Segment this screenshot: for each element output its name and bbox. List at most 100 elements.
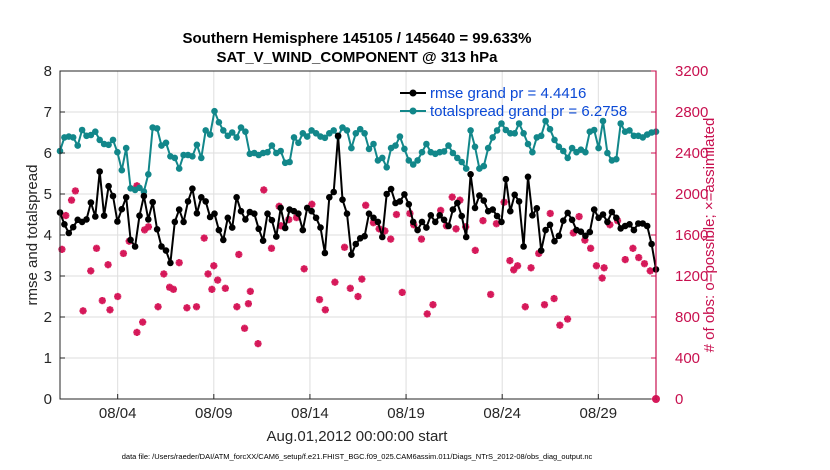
obs-assimilated-marker [67, 196, 76, 204]
spread-series-point [414, 157, 421, 164]
rmse-series-point [220, 236, 227, 244]
rmse-series-point [423, 224, 430, 231]
rmse-series-point [515, 198, 523, 205]
spread-series-point [202, 127, 209, 134]
obs-assimilated-marker [417, 235, 426, 243]
rmse-series-point [122, 194, 130, 201]
rmse-series-point [449, 206, 457, 213]
right-y-tick-label: 2800 [675, 104, 708, 121]
obs-assimilated-marker [208, 285, 216, 293]
rmse-series-point [330, 188, 338, 196]
rmse-series-point [432, 218, 439, 226]
rmse-series-point [343, 210, 351, 217]
spread-series-point [613, 155, 620, 163]
spread-series-point [392, 142, 399, 149]
rmse-series-point [599, 211, 607, 218]
spread-series-point [290, 134, 298, 141]
obs-assimilated-marker [62, 211, 70, 220]
spread-series-point [529, 148, 536, 156]
chart-subtitle: SAT_V_WIND_COMPONENT @ 313 hPa [216, 49, 498, 66]
obs-assimilated-marker [139, 318, 147, 326]
rmse-series-point [471, 204, 479, 212]
left-y-tick-label: 0 [44, 391, 52, 408]
obs-assimilated-marker [600, 264, 608, 272]
obs-assimilated-marker [398, 288, 406, 296]
obs-assimilated-marker [321, 306, 329, 314]
spread-series-point [105, 141, 112, 149]
rmse-series-point [643, 222, 651, 230]
obs-assimilated-marker [527, 264, 535, 272]
x-axis-label: Aug.01,2012 00:00:00 start [267, 428, 449, 445]
rmse-series-point [149, 198, 156, 206]
chart-title: Southern Hemisphere 145105 / 145640 = 99… [183, 30, 532, 47]
rmse-series-point [184, 198, 192, 205]
obs-assimilated-marker [246, 287, 254, 295]
obs-assimilated-marker [540, 301, 549, 309]
rmse-series-line [59, 134, 657, 270]
spread-series-point [220, 127, 227, 134]
right-y-tick-label: 2000 [675, 186, 708, 203]
rmse-series-point [127, 236, 134, 244]
rmse-series-point [409, 218, 417, 226]
obs-assimilated-marker [387, 235, 395, 243]
spread-series-point [242, 128, 249, 135]
left-y-tick-label: 5 [44, 186, 52, 203]
rmse-series [56, 132, 660, 273]
obs-assimilated-marker [621, 256, 629, 264]
rmse-series-point [171, 218, 179, 226]
left-y-tick-label: 4 [44, 227, 52, 244]
rmse-series-point [507, 207, 514, 215]
obs-assimilated-marker [183, 304, 191, 312]
rmse-series-point [105, 182, 112, 190]
rmse-series-point [268, 216, 276, 224]
obs-assimilated-marker [471, 246, 479, 254]
spread-series-point [617, 120, 624, 127]
x-tick-label: 08/04 [99, 405, 137, 422]
x-tick-label: 08/24 [483, 405, 521, 422]
spread-series-point [268, 142, 276, 149]
spread-series-point [356, 125, 364, 133]
obs-assimilated-marker [106, 306, 114, 314]
obs-assimilated-marker [362, 201, 370, 209]
spread-series-point [145, 171, 152, 178]
rmse-series-point [202, 198, 209, 205]
right-y-tick-label: 2400 [675, 145, 708, 162]
rmse-series-point [308, 207, 315, 215]
spread-series-point [122, 144, 130, 152]
spread-series-point [445, 142, 452, 149]
spread-series-point [171, 154, 179, 162]
obs-assimilated-marker [87, 267, 95, 275]
obs-assimilated-marker [240, 324, 249, 332]
rmse-series-point [608, 208, 616, 216]
obs-assimilated-marker [71, 187, 79, 195]
obs-assimilated-marker [521, 303, 529, 311]
right-y-tick-label: 400 [675, 350, 700, 367]
rmse-series-point [87, 199, 95, 206]
legend: rmse grand pr = 4.4416 totalspread grand… [400, 85, 627, 120]
obs-assimilated-marker [144, 223, 153, 231]
left-y-tick-label: 8 [44, 63, 52, 80]
legend-spread-marker [409, 107, 417, 115]
spread-series-point [493, 127, 501, 134]
obs-assimilated-marker [98, 297, 106, 305]
obs-assimilated-marker [175, 259, 183, 267]
rmse-series-point [529, 212, 536, 219]
rmse-series-point [259, 237, 267, 244]
rmse-series-point [498, 218, 505, 226]
spread-series-point [303, 133, 311, 140]
obs-assimilated-marker [221, 284, 229, 292]
spread-series-point [237, 124, 245, 131]
obs-assimilated-marker [254, 340, 262, 348]
rmse-series-point [542, 226, 549, 234]
spread-series-point [599, 117, 607, 125]
spread-series-point [524, 140, 532, 148]
rmse-series-point [153, 226, 161, 233]
rmse-series-point [414, 226, 421, 234]
spread-series-point [193, 141, 201, 149]
rmse-series-point [334, 132, 342, 140]
obs-assimilated-marker [429, 301, 437, 309]
obs-assimilated-marker [592, 262, 600, 270]
spread-series-point [78, 126, 86, 134]
obs-assimilated-marker [210, 262, 218, 270]
